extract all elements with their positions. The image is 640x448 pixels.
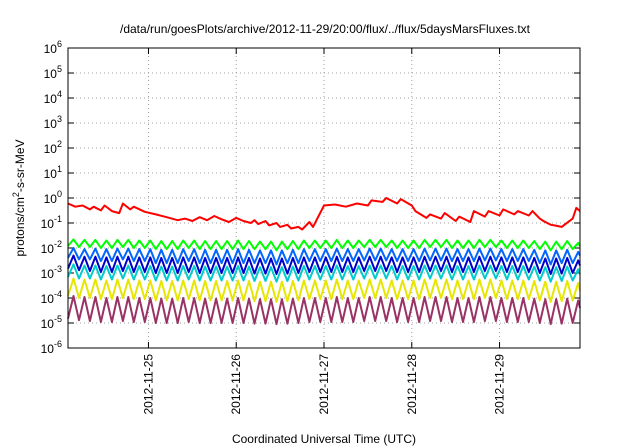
y-tick-label: 101: [44, 164, 62, 181]
series-line: [67, 263, 581, 283]
y-tick-label: 106: [44, 39, 62, 56]
y-tick-label: 104: [44, 89, 62, 106]
series-line: [67, 197, 581, 231]
x-tick-label: 2012-11-29: [493, 354, 507, 415]
y-tick-label: 100: [44, 189, 62, 206]
y-tick-label: 10-2: [41, 239, 62, 256]
y-tick-label: 103: [44, 114, 62, 131]
y-tick-label: 10-1: [41, 214, 62, 231]
data-series: [67, 197, 581, 326]
x-tick-label: 2012-11-27: [317, 354, 331, 415]
series-line: [67, 238, 581, 252]
y-tick-label: 10-3: [41, 264, 62, 281]
series-line: [67, 247, 581, 266]
x-tick-label: 2012-11-26: [229, 354, 243, 415]
y-tick-label: 102: [44, 139, 62, 156]
x-tick-labels: 2012-11-25 2012-11-26 2012-11-27 2012-11-28…: [141, 354, 506, 415]
x-axis-label: Coordinated Universal Time (UTC): [232, 432, 416, 446]
y-tick-labels: 10-6 10-5 10-4 10-3 10-2 10-1 100 101 102 103 104 1…: [41, 39, 62, 356]
x-tick-label: 2012-11-28: [405, 354, 419, 415]
plot-frame: [67, 47, 581, 349]
x-tick-label: 2012-11-25: [141, 354, 155, 415]
y-tick-label: 10-6: [41, 339, 62, 356]
series-line: [67, 254, 581, 276]
chart-title: /data/run/goesPlots/archive/2012-11-29/2…: [120, 22, 531, 36]
y-tick-label: 10-4: [41, 289, 62, 306]
series-line: [67, 295, 581, 326]
y-tick-label: 10-5: [41, 314, 62, 331]
y-axis-label: protons/cm2-s-sr-MeV: [11, 139, 27, 256]
y-tick-label: 105: [44, 64, 62, 81]
series-line: [67, 277, 581, 303]
